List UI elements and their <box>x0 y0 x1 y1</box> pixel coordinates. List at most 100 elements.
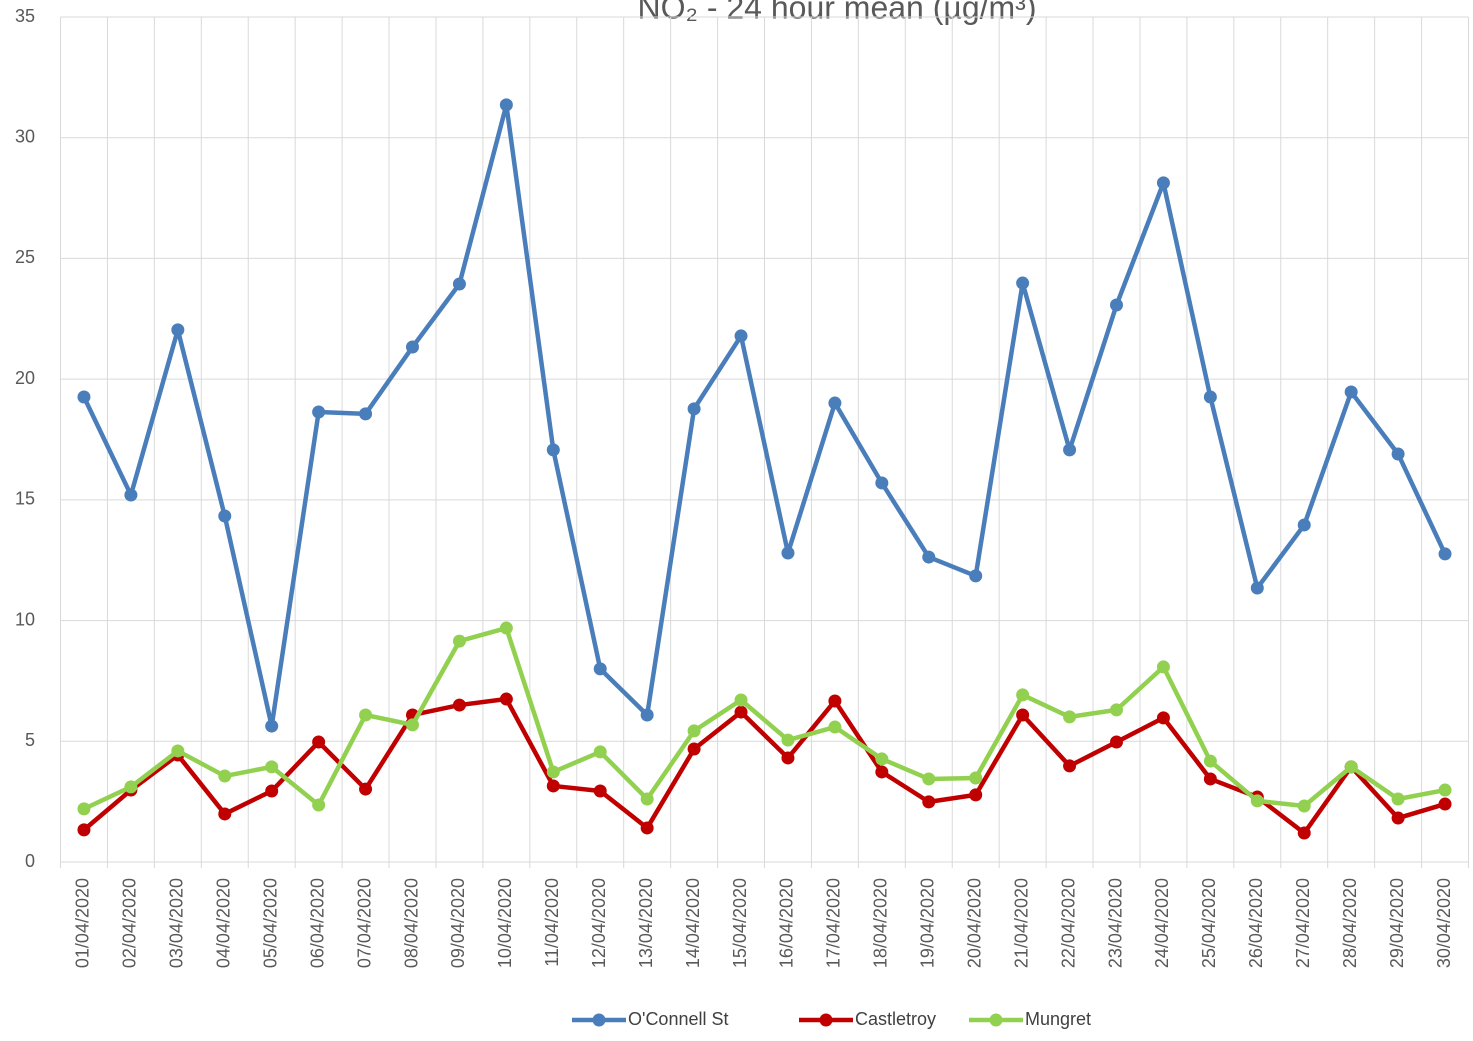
data-point <box>1250 581 1264 595</box>
data-point <box>1110 703 1123 717</box>
x-tick-label: 18/04/2020 <box>871 878 891 968</box>
data-point <box>171 323 185 337</box>
y-tick-label: 0 <box>25 851 35 871</box>
data-point <box>1391 811 1405 825</box>
x-tick-label: 17/04/2020 <box>824 878 844 968</box>
data-point <box>546 443 560 457</box>
x-tick-label: 13/04/2020 <box>636 878 656 968</box>
data-point <box>265 784 279 798</box>
data-point <box>1250 794 1264 808</box>
data-point <box>969 569 983 583</box>
data-point <box>922 550 936 564</box>
x-tick-label: 30/04/2020 <box>1434 878 1454 968</box>
legend-marker <box>592 1013 606 1027</box>
data-point <box>875 476 889 490</box>
data-point <box>124 488 138 502</box>
x-tick-label: 20/04/2020 <box>964 878 984 968</box>
data-point <box>828 694 842 708</box>
x-tick-label: 07/04/2020 <box>354 878 374 968</box>
data-point <box>312 405 326 419</box>
data-point <box>452 277 466 291</box>
data-point <box>312 798 326 812</box>
x-tick-label: 14/04/2020 <box>683 878 703 968</box>
y-tick-label: 15 <box>15 489 35 509</box>
legend-label: O'Connell St <box>628 1009 729 1029</box>
data-point <box>640 821 654 835</box>
x-tick-label: 05/04/2020 <box>260 878 280 968</box>
data-point <box>1063 710 1077 724</box>
chart-title: NO₂ - 24 hour mean (µg/m³) <box>638 0 1037 25</box>
data-point <box>1156 176 1170 190</box>
data-point <box>969 788 983 802</box>
data-point <box>218 769 232 783</box>
x-tick-label: 25/04/2020 <box>1199 878 1219 968</box>
legend-label: Castletroy <box>855 1009 936 1029</box>
y-tick-label: 5 <box>25 730 35 750</box>
x-tick-label: 10/04/2020 <box>495 878 515 968</box>
data-point <box>1344 385 1358 399</box>
x-tick-label: 21/04/2020 <box>1011 878 1031 968</box>
x-tick-label: 27/04/2020 <box>1293 878 1313 968</box>
x-tick-label: 08/04/2020 <box>401 878 421 968</box>
data-point <box>265 719 279 733</box>
data-point <box>1391 792 1405 806</box>
legend-marker <box>819 1013 833 1027</box>
x-tick-label: 11/04/2020 <box>542 878 562 967</box>
data-point <box>687 742 701 756</box>
series-line <box>82 696 1446 836</box>
data-point <box>875 765 889 779</box>
data-point <box>312 735 326 749</box>
data-point <box>1110 735 1123 749</box>
data-point <box>922 772 936 786</box>
data-point <box>922 795 936 809</box>
data-point <box>1063 759 1077 773</box>
data-point <box>734 329 748 343</box>
data-point <box>875 752 889 766</box>
data-point <box>171 744 185 758</box>
data-point <box>1016 708 1030 722</box>
x-tick-label: 15/04/2020 <box>730 878 750 968</box>
data-point <box>1156 660 1170 674</box>
data-point <box>1016 276 1030 290</box>
data-point <box>218 807 232 821</box>
x-tick-label: 19/04/2020 <box>918 878 938 968</box>
data-point <box>1203 754 1217 768</box>
data-point <box>1110 298 1123 312</box>
data-point <box>828 396 842 410</box>
data-point <box>265 760 279 774</box>
x-tick-label: 22/04/2020 <box>1058 878 1078 968</box>
data-point <box>781 751 795 765</box>
data-point <box>640 708 654 722</box>
x-tick-label: 09/04/2020 <box>448 878 468 968</box>
data-point <box>546 779 560 793</box>
x-tick-label: 16/04/2020 <box>777 878 797 968</box>
data-point <box>499 98 513 112</box>
x-tick-label: 01/04/2020 <box>73 878 93 968</box>
y-tick-label: 30 <box>15 126 35 146</box>
data-point <box>1016 688 1030 702</box>
data-point <box>452 698 466 712</box>
y-tick-label: 20 <box>15 368 35 388</box>
data-point <box>593 662 607 676</box>
y-tick-label: 35 <box>15 6 35 26</box>
data-point <box>1063 443 1077 457</box>
data-point <box>781 733 795 747</box>
data-point <box>1297 799 1311 813</box>
data-point <box>734 693 748 707</box>
data-point <box>1438 547 1452 561</box>
data-point <box>77 823 91 837</box>
data-point <box>77 802 91 816</box>
data-point <box>499 621 513 635</box>
data-point <box>1297 826 1311 840</box>
data-point <box>969 771 983 785</box>
data-point <box>359 782 373 796</box>
data-point <box>593 784 607 798</box>
data-point <box>1344 760 1358 774</box>
y-tick-label: 25 <box>15 247 35 267</box>
data-point <box>546 765 560 779</box>
data-point <box>734 705 748 719</box>
x-tick-label: 26/04/2020 <box>1246 878 1266 968</box>
x-tick-label: 24/04/2020 <box>1152 878 1172 968</box>
x-tick-label: 28/04/2020 <box>1340 878 1360 968</box>
